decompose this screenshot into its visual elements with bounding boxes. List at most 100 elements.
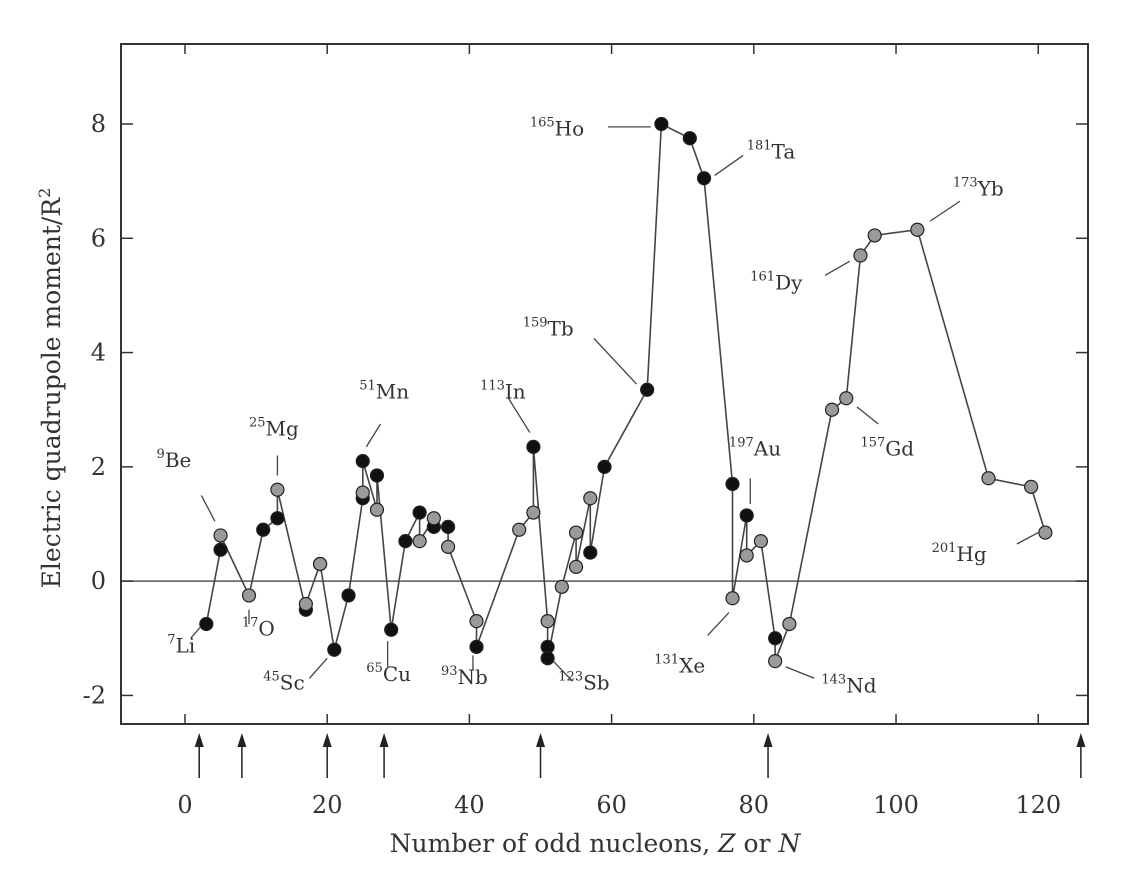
data-point-black	[725, 476, 740, 492]
annotation-leader-line	[929, 200, 961, 222]
data-point-grey	[981, 471, 996, 486]
data-point-black	[540, 651, 555, 666]
data-point-grey	[312, 556, 328, 572]
y-axis-label-superscript: 2	[35, 188, 54, 198]
nuclide-mass-number: 93	[441, 664, 458, 679]
nuclide-label: 123Sb	[558, 670, 609, 695]
nuclide-symbol: Ta	[772, 139, 796, 163]
data-point-black	[768, 631, 783, 646]
data-point-grey	[568, 559, 584, 574]
x-tick-label: 80	[739, 791, 770, 819]
nuclide-mass-number: 173	[953, 175, 978, 190]
data-point-black	[199, 616, 214, 632]
annotation-leader-line	[200, 495, 216, 522]
x-tick-label: 120	[1015, 791, 1061, 819]
data-point-black	[341, 588, 356, 603]
x-tick-label: 20	[312, 791, 343, 819]
annotation-leader-line	[593, 337, 637, 385]
data-point-grey	[839, 391, 854, 406]
data-point-grey	[853, 248, 868, 263]
data-point-grey	[526, 505, 541, 520]
data-point-grey	[1024, 479, 1039, 494]
data-point-grey	[753, 534, 769, 549]
plot-frame	[120, 43, 1089, 725]
data-point-grey	[1038, 525, 1053, 540]
data-point-black	[355, 454, 370, 469]
nuclide-mass-number: 159	[523, 315, 548, 330]
annotation-leader-line	[552, 660, 573, 682]
tick-layer: 0 20 40 60 80 100 120 -2 0 2 4 6 8	[83, 44, 1088, 819]
nuclide-label: 201Hg	[932, 541, 987, 566]
nuclide-symbol: Mg	[266, 416, 299, 440]
annotation-leader-line	[1016, 531, 1039, 545]
magic-number-arrow-head	[379, 733, 389, 747]
nuclide-symbol: Sc	[280, 671, 305, 695]
data-point-black	[739, 508, 754, 523]
nuclide-label: 157Gd	[860, 435, 914, 460]
x-tick-label: 60	[596, 791, 627, 819]
nuclide-label: 45Sc	[263, 670, 304, 695]
nuclide-mass-number: 197	[729, 435, 754, 450]
nuclide-label: 7Li	[167, 633, 195, 658]
annotation-leader-line	[365, 423, 382, 448]
nuclide-label: 181Ta	[747, 138, 796, 163]
data-point-black	[256, 522, 271, 537]
annotation-leader-line	[824, 260, 851, 276]
data-point-grey	[440, 539, 456, 554]
data-point-grey	[412, 534, 427, 549]
annotation-leader-line	[507, 397, 531, 433]
nuclide-symbol: Yb	[977, 176, 1004, 200]
y-tick-label: 0	[91, 567, 106, 595]
nuclide-symbol: Nb	[458, 665, 488, 689]
data-point-grey	[426, 511, 441, 526]
x-tick-label: 40	[454, 791, 485, 819]
nuclide-mass-number: 17	[242, 615, 259, 630]
data-point-grey	[213, 528, 228, 543]
data-point-black	[583, 545, 598, 560]
nuclide-label: 65Cu	[366, 661, 411, 686]
plot-frame-layer	[120, 43, 1089, 725]
data-point-black	[327, 642, 342, 657]
nuclide-mass-number: 9	[157, 447, 165, 462]
data-point-grey	[768, 654, 783, 669]
y-tick-label: 4	[91, 339, 106, 367]
magic-number-arrow-head	[237, 733, 247, 747]
data-point-black	[384, 622, 399, 637]
connecting-line	[205, 122, 1047, 662]
data-point-grey	[469, 614, 484, 629]
data-point-grey	[583, 491, 598, 506]
data-point-black	[654, 116, 669, 132]
nuclide-label: 113In	[480, 378, 526, 403]
nuclide-mass-number: 123	[558, 670, 583, 685]
y-tick-label: 6	[91, 224, 106, 252]
data-point-grey	[355, 485, 370, 500]
nuclide-mass-number: 7	[167, 633, 175, 648]
annotation-leader-line	[707, 612, 730, 636]
annotation-leader-line	[190, 626, 202, 639]
y-axis-label-main: Electric quadrupole moment/R	[37, 197, 66, 589]
data-point-grey	[782, 616, 797, 632]
data-point-black	[526, 439, 541, 454]
nuclide-mass-number: 181	[747, 138, 772, 153]
magic-number-arrow-head	[536, 733, 546, 747]
data-point-layer	[199, 116, 1053, 669]
nuclide-mass-number: 131	[654, 653, 679, 668]
nuclide-label: 9Be	[157, 447, 192, 472]
y-tick-label: -2	[83, 681, 106, 709]
nuclide-mass-number: 143	[821, 673, 846, 688]
nuclide-mass-number: 201	[932, 541, 957, 556]
connecting-line-layer	[205, 122, 1047, 662]
annotation-leader-line	[714, 154, 744, 176]
nuclide-symbol: O	[258, 616, 274, 640]
nuclide-label: 17O	[242, 615, 275, 640]
x-tick-label: 0	[177, 791, 192, 819]
nuclide-label: 159Tb	[523, 315, 574, 340]
data-point-black	[640, 382, 655, 397]
nuclide-symbol: Be	[165, 448, 192, 472]
data-point-black	[440, 519, 456, 534]
data-point-grey	[568, 525, 584, 540]
x-axis-label-part-2: Z	[717, 829, 736, 858]
nuclide-mass-number: 25	[249, 415, 266, 430]
data-point-black	[469, 639, 484, 654]
